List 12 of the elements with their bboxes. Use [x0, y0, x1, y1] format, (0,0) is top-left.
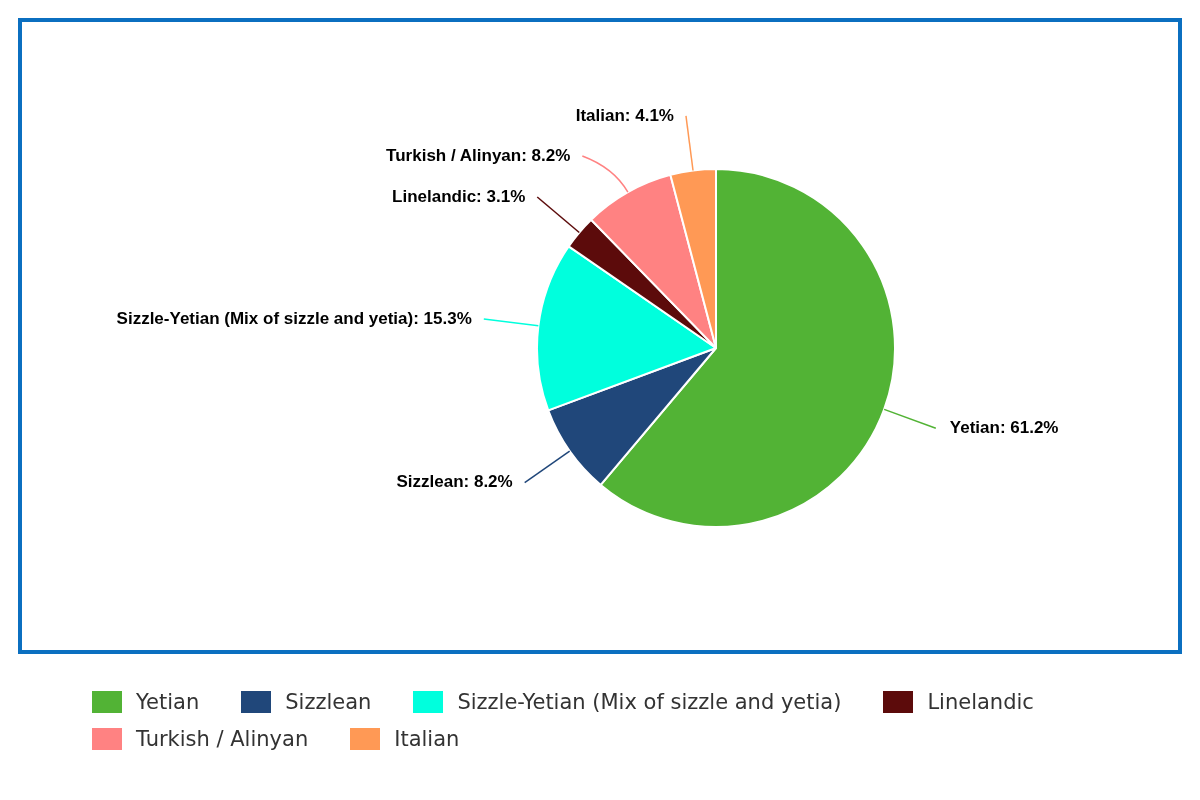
data-label: Sizzlean: 8.2%: [396, 472, 513, 492]
data-label: Italian: 4.1%: [575, 105, 674, 125]
data-label: Turkish / Alinyan: 8.2%: [386, 145, 571, 165]
legend-label: Linelandic: [927, 690, 1034, 714]
legend-label: Sizzlean: [285, 690, 372, 714]
data-label: Sizzle-Yetian (Mix of sizzle and yetia): 15.3%: [116, 308, 472, 328]
legend-label: Turkish / Alinyan: [136, 727, 309, 751]
data-label: Linelandic: 3.1%: [392, 186, 526, 206]
legend-label: Italian: [394, 727, 460, 751]
legend-label: Sizzle-Yetian (Mix of sizzle and yetia): [457, 690, 842, 714]
legend-label: Yetian: [136, 690, 200, 714]
data-label: Yetian: 61.2%: [949, 417, 1059, 437]
